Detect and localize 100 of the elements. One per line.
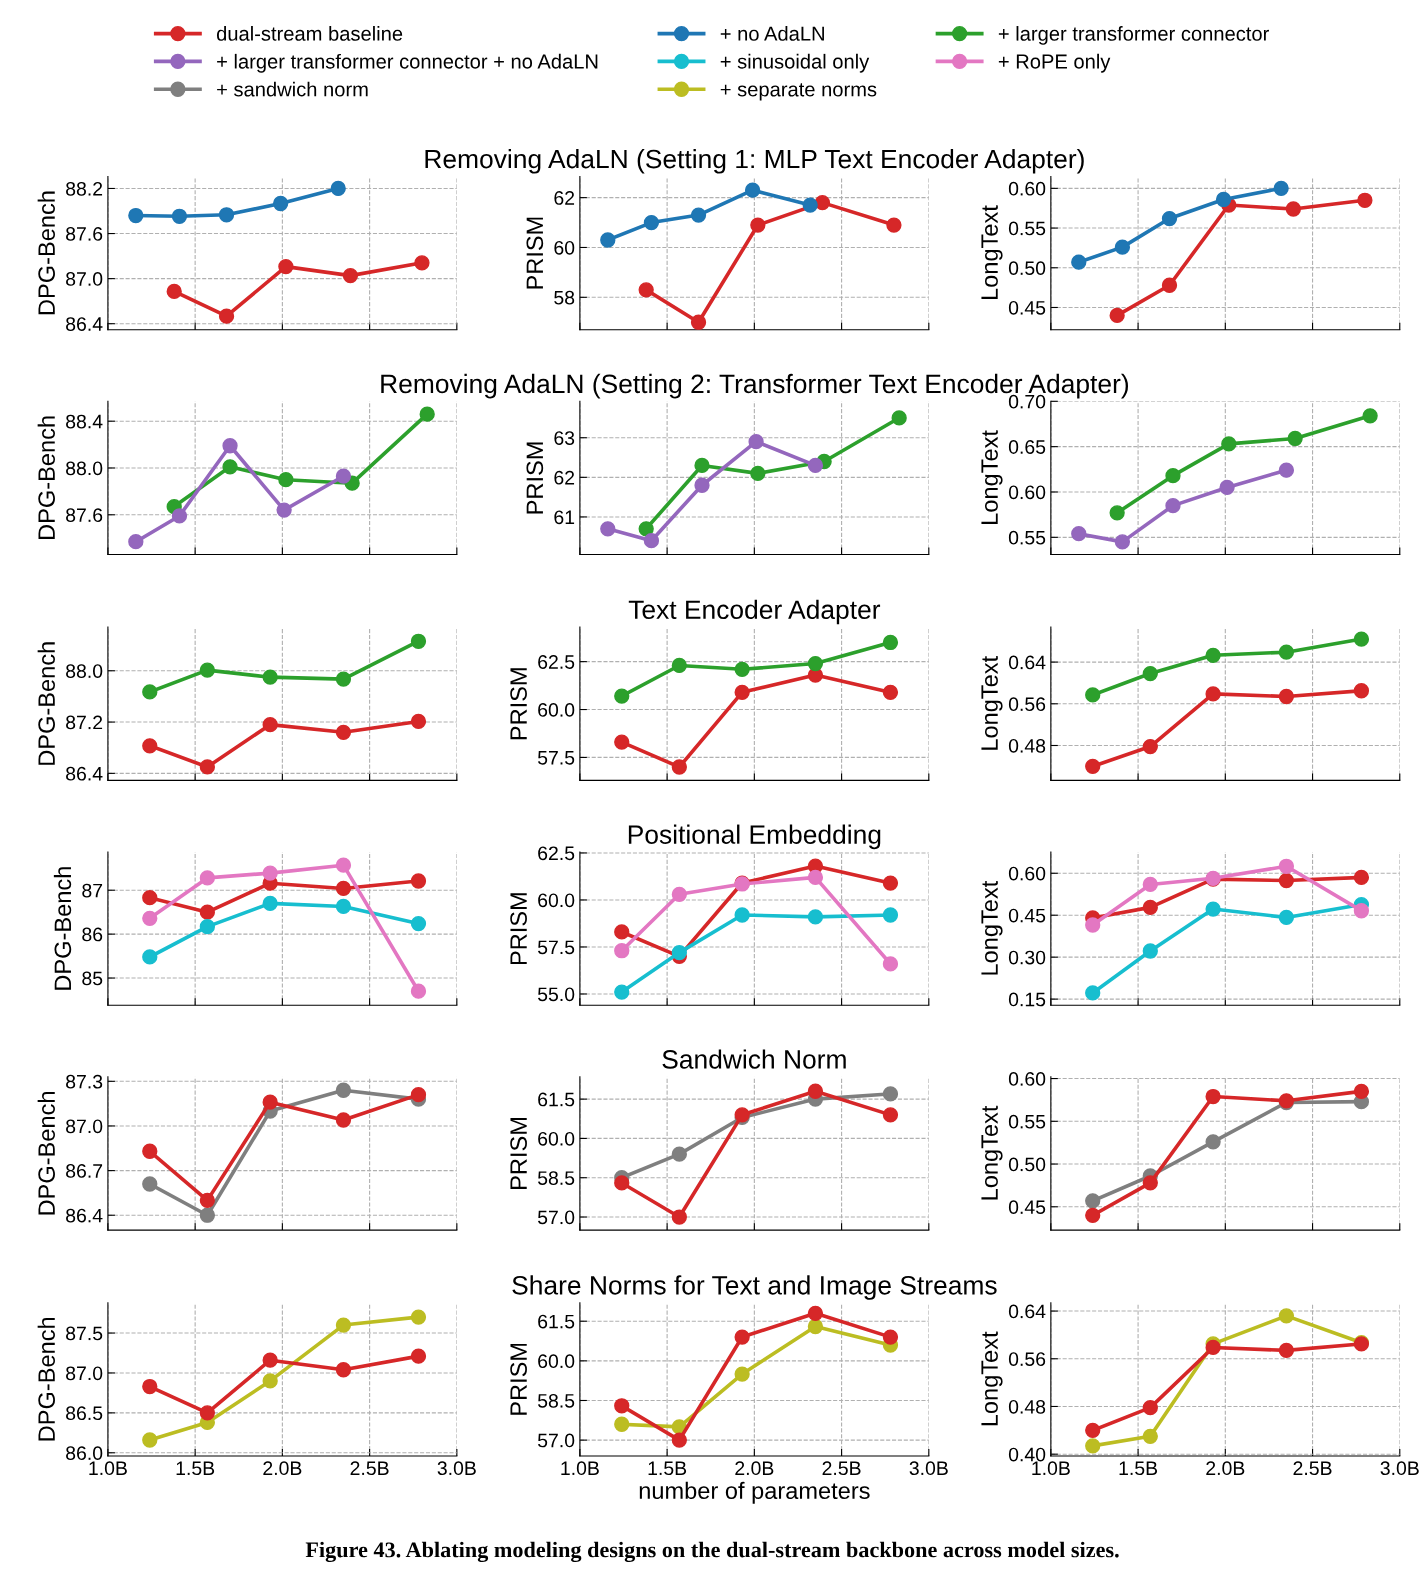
y-tick-label: 88.4 [66,414,103,429]
x-axis-title: number of parameters [639,1481,870,1504]
y-tick-label: 0.45 [1008,300,1046,315]
y-axis-title: DPG-Bench [53,867,72,990]
y-tick-label: 87.2 [66,715,103,730]
y-axis-title: DPG-Bench [37,416,55,539]
chart-title: Removing AdaLN (Setting 1: MLP Text Encoder Adapter) [425,148,1084,174]
y-tick-label: 0.15 [1008,992,1046,1007]
y-tick-label: 86.4 [66,766,103,781]
chart-title: Text Encoder Adapter [628,599,881,625]
x-tick-label: 3.0B [437,1461,476,1476]
y-tick-label: 0.60 [1008,181,1046,196]
y-axis-title: PRISM [510,668,527,740]
chart-title: Share Norms for Text and Image Streams [512,1275,997,1300]
legend-label: + separate norms [720,83,877,101]
y-axis-title: PRISM [526,217,544,289]
legend-label: + RoPE only [998,53,1111,73]
y-tick-label: 0.50 [1008,1157,1046,1172]
caption: Figure 43. Ablating modeling designs on the dual-stream backbone across model sizes. [305,1541,1119,1563]
y-tick-label: 86 [82,927,103,942]
y-tick-label: 60.0 [538,893,575,908]
x-tick-label: 2.5B [1293,1461,1332,1476]
y-axis-title: DPG-Bench [37,1317,55,1441]
y-tick-label: 60 [554,240,575,255]
y-tick-label: 0.55 [1008,221,1046,236]
y-tick-label: 0.45 [1008,908,1046,923]
y-tick-label: 0.65 [1008,440,1046,454]
x-tick-label: 1.0B [1032,1461,1070,1476]
y-tick-label: 57.5 [537,940,575,955]
y-tick-label: 87 [82,883,103,898]
legend-label: + larger transformer connector [998,26,1269,45]
y-tick-label: 0.60 [1008,1072,1046,1086]
y-tick-label: 0.30 [1008,950,1046,965]
y-tick-label: 60.0 [538,1354,575,1369]
y-axis-title: DPG-Bench [37,642,55,765]
y-tick-label: 0.56 [1008,1352,1046,1367]
y-axis-title: PRISM [510,1343,527,1415]
x-tick-label: 2.0B [263,1461,302,1476]
y-tick-label: 85 [82,971,103,986]
x-tick-label: 3.0B [1380,1461,1419,1476]
legend-label: + no AdaLN [720,26,824,41]
y-tick-label: 57.5 [537,751,575,765]
legend-label: + sinusoidal only [720,53,870,73]
y-tick-label: 86.4 [66,317,103,331]
y-axis-title: LongText [981,1105,1003,1200]
y-tick-label: 87.6 [66,508,103,523]
x-tick-label: 1.0B [561,1461,599,1476]
y-axis-title: LongText [981,205,1003,300]
x-tick-label: 2.0B [1206,1461,1245,1476]
y-tick-label: 61.5 [538,1092,575,1107]
x-tick-label: 1.5B [648,1461,687,1476]
y-tick-label: 61 [554,510,575,525]
y-tick-label: 60.0 [538,1131,575,1146]
y-axis-title: LongText [981,1331,1003,1426]
y-tick-label: 86.0 [66,1446,103,1461]
y-tick-label: 0.64 [1008,655,1046,670]
y-tick-label: 86.5 [66,1406,103,1421]
y-tick-label: 87.0 [66,272,103,286]
y-tick-label: 86.7 [66,1164,103,1178]
x-tick-label: 2.5B [350,1461,389,1476]
y-tick-label: 0.60 [1008,485,1046,500]
y-tick-label: 62 [554,191,575,205]
y-axis-title: PRISM [510,893,527,965]
y-tick-label: 55.0 [537,987,575,1002]
y-tick-label: 57.0 [537,1433,575,1448]
chart-title: Positional Embedding [628,824,881,850]
y-axis-title: LongText [981,880,1003,975]
y-tick-label: 86.4 [66,1208,103,1223]
x-tick-label: 3.0B [909,1461,948,1476]
y-tick-label: 87.3 [66,1074,103,1089]
y-tick-label: 88.2 [66,181,103,196]
legend-label: + sandwich norm [217,81,368,97]
y-axis-title: PRISM [510,1118,527,1189]
y-axis-title: DPG-Bench [37,191,55,315]
x-tick-label: 2.5B [822,1461,861,1476]
y-tick-label: 0.48 [1008,738,1046,753]
y-tick-label: 63 [554,431,575,445]
y-tick-label: 58.5 [537,1171,575,1185]
y-tick-label: 88.0 [66,461,103,476]
y-tick-label: 0.40 [1008,1447,1046,1462]
y-tick-label: 0.60 [1008,866,1046,881]
y-tick-label: 58.5 [537,1393,575,1408]
x-tick-label: 1.5B [176,1461,215,1476]
y-tick-label: 0.50 [1008,261,1046,276]
x-tick-label: 2.0B [735,1461,774,1476]
y-tick-label: 87.6 [66,227,103,241]
y-tick-label: 0.55 [1008,1114,1046,1129]
y-tick-label: 61.5 [538,1314,575,1329]
y-axis-title: PRISM [526,442,544,514]
y-tick-label: 58 [554,290,575,305]
y-tick-label: 62 [554,470,575,485]
x-tick-label: 1.5B [1119,1461,1158,1476]
y-tick-label: 62.5 [538,846,575,861]
y-tick-label: 88.0 [66,664,103,678]
y-axis-title: LongText [981,430,1003,524]
legend-label: + larger transformer connector + no AdaLN [217,53,598,73]
y-tick-label: 60.0 [538,703,575,717]
y-tick-label: 0.64 [1008,1304,1046,1319]
y-axis-title: DPG-Bench [37,1092,55,1215]
legend-label: dual-stream baseline [216,26,403,41]
